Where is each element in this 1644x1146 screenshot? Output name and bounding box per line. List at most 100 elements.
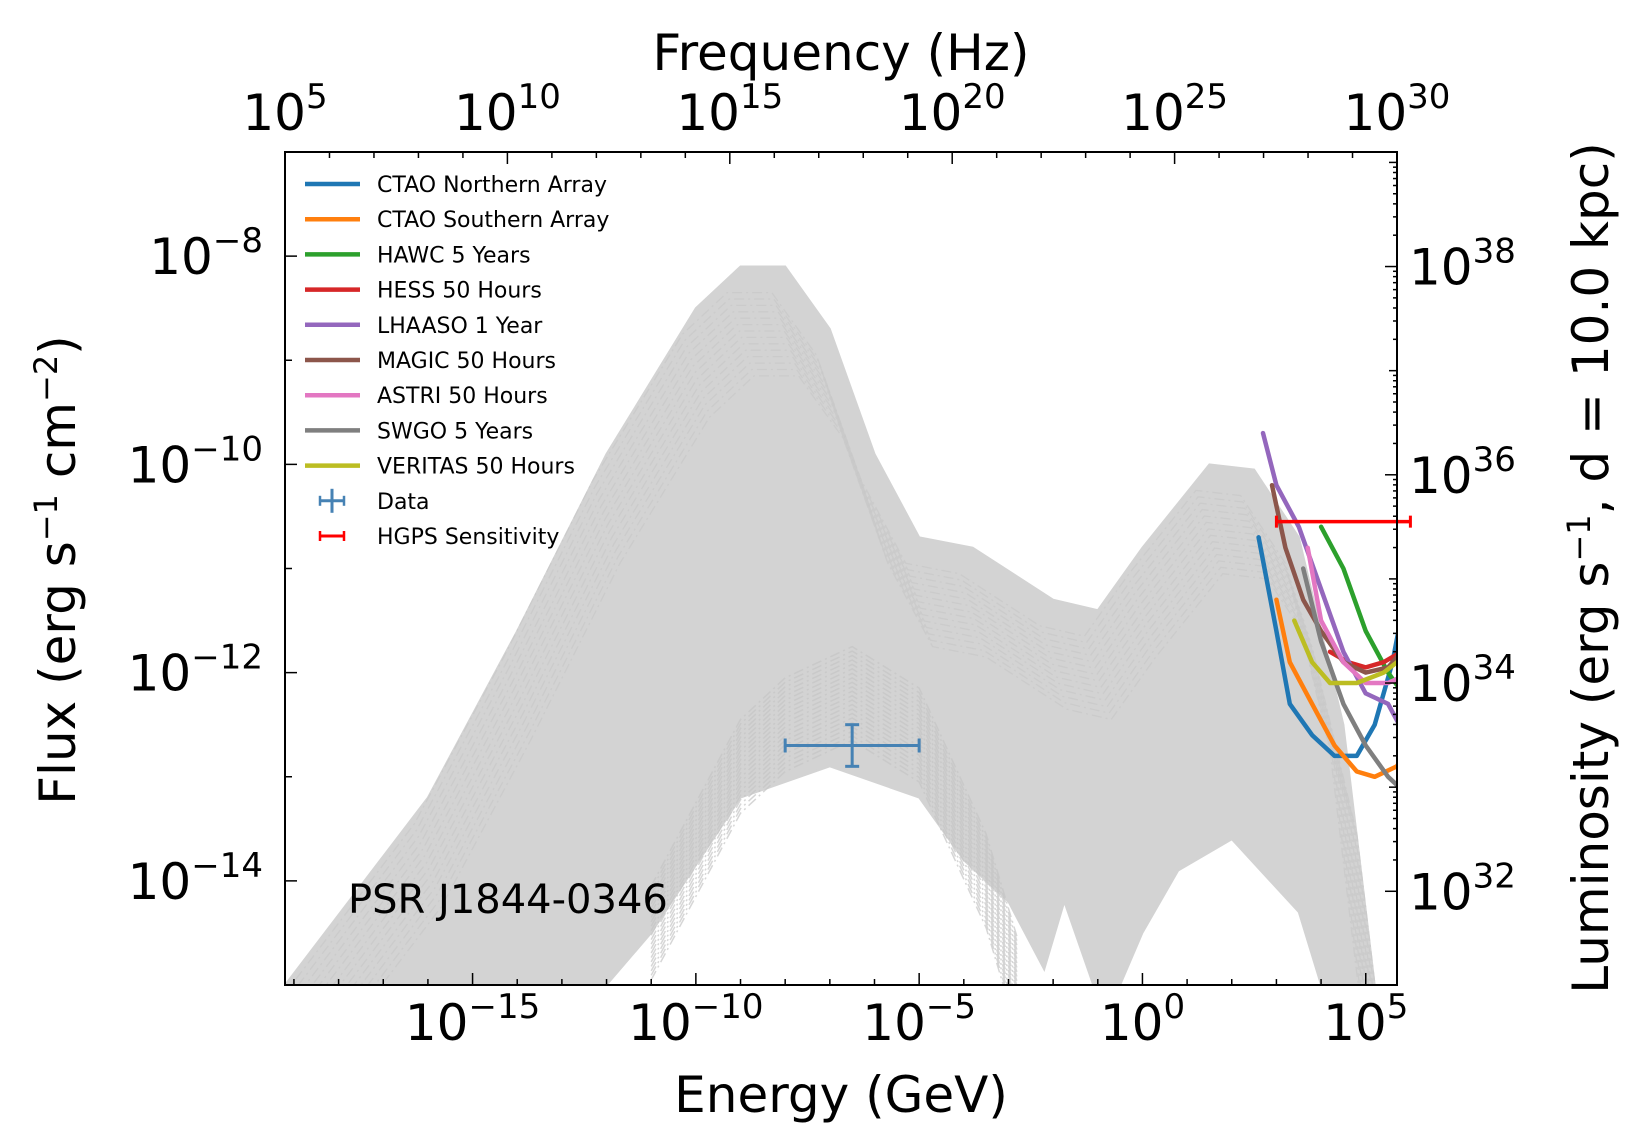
top-x-tick-label-exp: 10	[518, 77, 561, 117]
model-curve	[650, 694, 1018, 985]
model-curve	[304, 304, 1362, 985]
model-curve	[318, 317, 1364, 985]
model-curve	[325, 323, 1366, 985]
x-tick-label: 105	[1323, 987, 1408, 1052]
x-axis-label: Energy (GeV)	[674, 1066, 1008, 1124]
y-tick-label-exp: −12	[191, 638, 263, 678]
legend-label-5: LHAASO 1 Year	[377, 314, 543, 339]
top-x-tick-label-base: 10	[1121, 84, 1185, 142]
x-tick-label: 10−10	[628, 987, 763, 1052]
model-curve	[650, 663, 1019, 957]
series-line-8	[1300, 566, 1397, 789]
y-tick-label-base: 10	[128, 436, 192, 494]
right-y-axis-label-sup: −1	[1560, 514, 1598, 561]
top-x-tick-label: 1030	[1344, 77, 1451, 142]
source-label: PSR J1844-0346	[348, 877, 668, 923]
legend-label-hgps: HGPS Sensitivity	[377, 525, 559, 550]
legend-label-7: ASTRI 50 Hours	[377, 384, 548, 409]
model-curve	[650, 690, 1019, 984]
model-curve	[290, 291, 1359, 985]
x-tick-label-exp: 5	[1387, 987, 1409, 1027]
model-curve	[650, 654, 1019, 948]
x-tick-label: 100	[1100, 987, 1185, 1052]
model-curve	[650, 721, 1010, 985]
y-tick-label: 10−10	[128, 429, 263, 494]
legend-label-data: Data	[377, 490, 430, 515]
series-line-5	[1260, 430, 1397, 726]
right-y-tick-label: 1034	[1409, 648, 1516, 713]
model-curve	[650, 650, 1019, 943]
model-curve	[650, 703, 1015, 985]
top-x-tick-label-base: 10	[899, 84, 963, 142]
x-tick-label-exp: −10	[692, 987, 764, 1027]
data-layer	[783, 515, 1412, 768]
series-line-9	[1292, 618, 1397, 686]
top-x-tick-label-exp: 30	[1407, 77, 1450, 117]
x-tick-label-base: 10	[405, 994, 469, 1052]
y-axis-label: Flux (erg s−1 cm−2)	[27, 335, 87, 804]
x-tick-label-exp: −15	[468, 987, 540, 1027]
y-axis-label-sup-2: −2	[27, 355, 65, 402]
x-tick-label-base: 10	[862, 994, 926, 1052]
x-tick-label-base: 10	[1100, 994, 1164, 1052]
top-x-tick-label-base: 10	[242, 84, 306, 142]
top-x-axis-label: Frequency (Hz)	[652, 24, 1029, 82]
x-tick-label-exp: −5	[926, 987, 976, 1027]
top-x-tick-label-base: 10	[676, 84, 740, 142]
x-tick-label-base: 10	[1323, 994, 1387, 1052]
y-tick-label-exp: −14	[191, 846, 263, 886]
legend-label-4: HESS 50 Hours	[377, 279, 542, 304]
y-tick-label-exp: −10	[191, 429, 263, 469]
top-x-tick-label: 105	[242, 77, 327, 142]
top-x-tick-label-base: 10	[454, 84, 518, 142]
top-x-tick-label-exp: 5	[306, 77, 328, 117]
right-y-tick-label: 1036	[1409, 440, 1516, 505]
model-curve	[332, 330, 1367, 985]
top-x-tick-label: 1010	[454, 77, 561, 142]
legend-label-2: CTAO Southern Array	[377, 208, 609, 233]
right-y-tick-label-base: 10	[1409, 239, 1473, 297]
legend: CTAO Northern Array CTAO Southern Array HA…	[305, 173, 609, 550]
right-y-tick-label-exp: 32	[1473, 856, 1516, 896]
legend-label-1: CTAO Northern Array	[377, 173, 607, 198]
y-axis-label-part-3: )	[29, 335, 87, 355]
y-axis-label-part-2: cm	[29, 402, 87, 494]
right-y-tick-label: 1038	[1409, 232, 1516, 297]
y-axis-label-sup-1: −1	[27, 494, 65, 541]
y-tick-label-base: 10	[128, 645, 192, 703]
top-x-tick-label: 1015	[676, 77, 783, 142]
y-tick-label: 10−12	[128, 638, 263, 703]
right-y-axis-label-part-2: , d = 10.0 kpc)	[1562, 142, 1620, 514]
model-curve	[650, 645, 1019, 939]
x-tick-label: 10−5	[862, 987, 976, 1052]
series-line-2	[1274, 597, 1397, 780]
y-tick-label: 10−8	[149, 221, 263, 286]
right-y-axis-label-part-1: Luminosity (erg s	[1562, 562, 1620, 994]
right-y-tick-label-base: 10	[1409, 447, 1473, 505]
model-curve	[650, 672, 1019, 966]
legend-label-9: VERITAS 50 Hours	[377, 455, 575, 480]
y-tick-label-base: 10	[128, 853, 192, 911]
top-x-tick-label-exp: 15	[740, 77, 783, 117]
model-curve	[650, 676, 1019, 970]
top-x-tick-label: 1020	[899, 77, 1006, 142]
y-tick-label-exp: −8	[213, 221, 263, 261]
right-y-tick-label: 1032	[1409, 856, 1516, 921]
model-curve	[650, 681, 1019, 975]
top-x-tick-label-exp: 20	[962, 77, 1005, 117]
x-tick-label: 10−15	[405, 987, 540, 1052]
right-y-tick-label-exp: 34	[1473, 648, 1516, 688]
x-tick-label-exp: 0	[1163, 987, 1185, 1027]
model-curve	[650, 708, 1014, 985]
model-curve	[339, 336, 1368, 985]
model-curve	[297, 298, 1361, 985]
series-line-3	[1318, 524, 1397, 689]
legend-label-3: HAWC 5 Years	[377, 243, 531, 268]
top-x-tick-label-base: 10	[1344, 84, 1408, 142]
right-y-axis-label: Luminosity (erg s−1, d = 10.0 kpc)	[1560, 142, 1620, 994]
right-y-tick-label-base: 10	[1409, 863, 1473, 921]
right-y-tick-label-exp: 36	[1473, 440, 1516, 480]
model-curve	[650, 659, 1019, 952]
